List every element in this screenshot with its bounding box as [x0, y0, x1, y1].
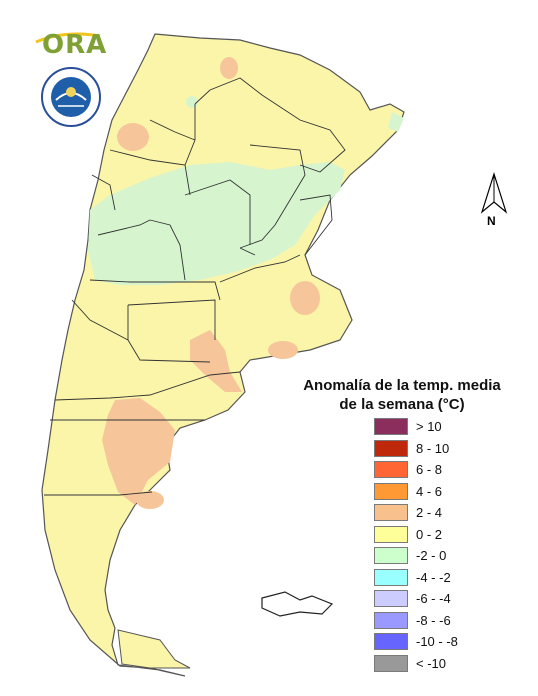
legend-title-line1: Anomalía de la temp. media: [303, 377, 501, 394]
legend: > 10 8 - 10 6 - 8 4 - 6 2 - 4 0 - 2 -2 -…: [374, 416, 514, 674]
legend-label: 2 - 4: [416, 505, 443, 521]
legend-label: < -10: [416, 655, 446, 671]
legend-item: 8 - 10: [374, 438, 514, 460]
legend-swatch: [374, 590, 408, 608]
legend-label: -6 - -4: [416, 591, 451, 607]
legend-label: 6 - 8: [416, 462, 443, 478]
legend-swatch: [374, 418, 408, 436]
smn-logo-seal: [40, 66, 102, 128]
legend-label: -4 - -2: [416, 569, 451, 585]
legend-swatch: [374, 633, 408, 651]
legend-swatch: [374, 461, 408, 479]
anomaly-positive-bsas: [290, 281, 320, 315]
ora-logo: [34, 26, 104, 60]
anomaly-negative-ne: [388, 112, 404, 132]
anomaly-positive-lapampa: [190, 330, 242, 392]
tierra-del-fuego: [117, 629, 191, 669]
legend-item: 4 - 6: [374, 481, 514, 503]
legend-label: -8 - -6: [416, 612, 451, 628]
legend-swatch: [374, 525, 408, 543]
legend-item: 6 - 8: [374, 459, 514, 481]
legend-label: -2 - 0: [416, 548, 447, 564]
islas-malvinas: [261, 591, 334, 617]
anomaly-positive-catamarca: [117, 123, 149, 151]
anomaly-positive-bsas-south: [268, 341, 298, 359]
north-label: N: [487, 214, 496, 228]
legend-item: -8 - -6: [374, 610, 514, 632]
legend-swatch: [374, 482, 408, 500]
legend-title: Anomalía de la temp. media de la semana …: [292, 376, 512, 414]
legend-label: 0 - 2: [416, 526, 443, 542]
legend-label: > 10: [416, 419, 442, 435]
legend-swatch: [374, 547, 408, 565]
ora-logo-text: ORA: [42, 30, 108, 60]
province-borders: [44, 77, 346, 496]
legend-label: -10 - -8: [416, 634, 458, 650]
legend-item: 0 - 2: [374, 524, 514, 546]
legend-item: > 10: [374, 416, 514, 438]
legend-item: -4 - -2: [374, 567, 514, 589]
legend-item: -2 - 0: [374, 545, 514, 567]
anomaly-positive-chubut-coast: [136, 491, 164, 509]
anomaly-positive-patagonia: [102, 398, 175, 505]
legend-swatch: [374, 504, 408, 522]
legend-label: 8 - 10: [416, 440, 450, 456]
legend-swatch: [374, 439, 408, 457]
legend-item: -6 - -4: [374, 588, 514, 610]
anomaly-negative-spot: [186, 96, 198, 108]
legend-item: -10 - -8: [374, 631, 514, 653]
anomaly-positive-north: [220, 57, 238, 79]
anomaly-negative-zone: [88, 162, 345, 285]
legend-swatch: [374, 568, 408, 586]
north-arrow-icon: [480, 172, 508, 232]
legend-label: 4 - 6: [416, 483, 443, 499]
legend-swatch: [374, 654, 408, 672]
legend-item: < -10: [374, 653, 514, 675]
legend-title-line2: de la semana (°C): [339, 396, 465, 413]
legend-swatch: [374, 611, 408, 629]
legend-item: 2 - 4: [374, 502, 514, 524]
